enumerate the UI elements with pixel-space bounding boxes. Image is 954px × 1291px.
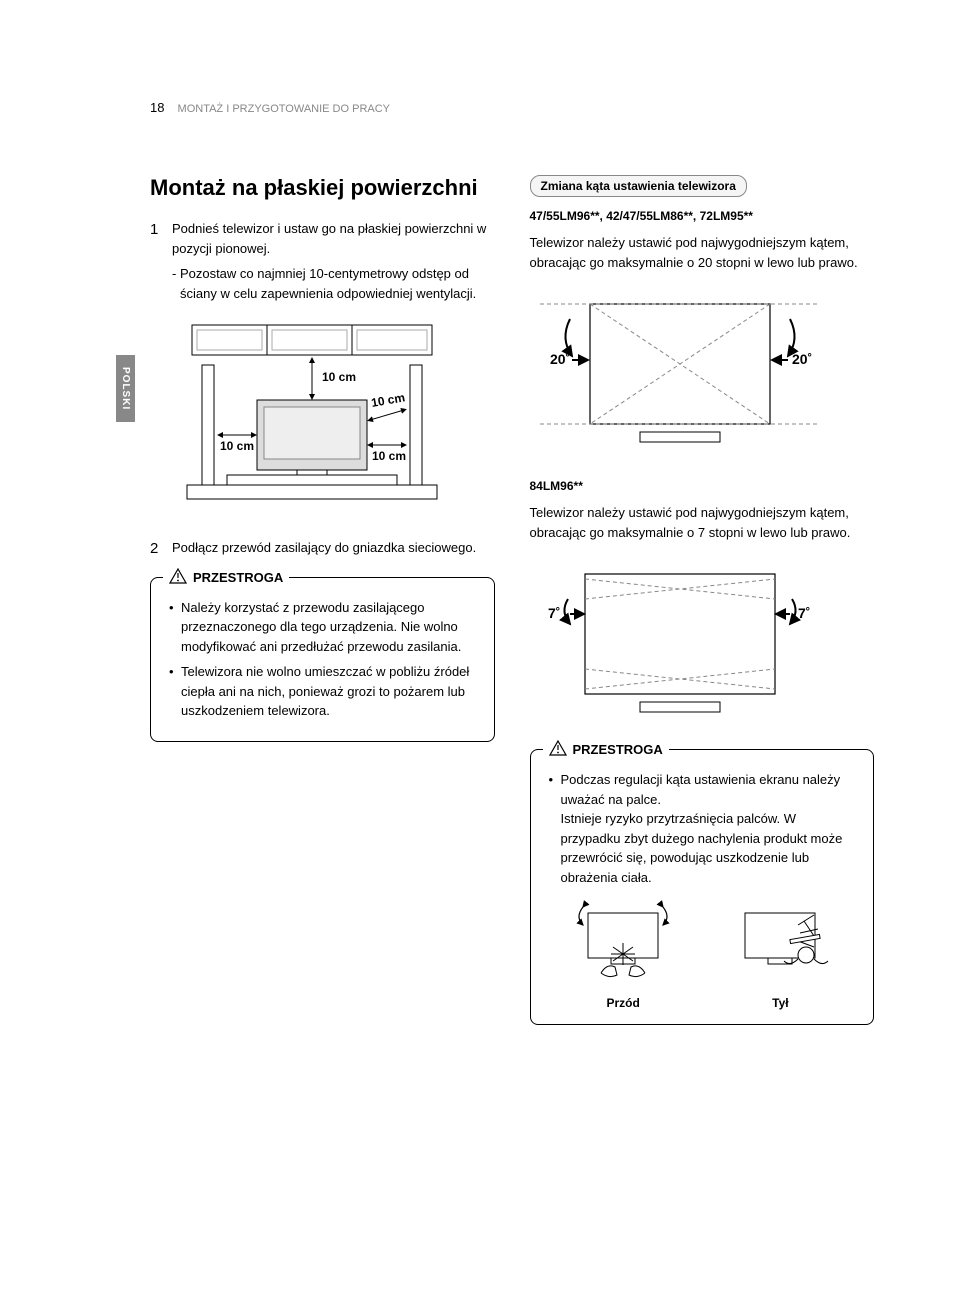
caution-title: PRZESTROGA (163, 568, 289, 587)
swivel-svg-7: 7˚ 7˚ (530, 554, 830, 724)
manual-page: 18 MONTAŻ I PRZYGOTOWANIE DO PRACY POLSK… (0, 0, 954, 1085)
back-svg (720, 895, 840, 985)
label-right1: 10 cm (370, 391, 406, 411)
angle-right: 20˚ (792, 351, 812, 367)
pinch-figures: Przód (545, 895, 860, 1010)
caution-item: Telewizora nie wolno umieszczać w pobliż… (169, 662, 480, 721)
caution-item: Podczas regulacji kąta ustawienia ekranu… (549, 770, 860, 887)
page-header: 18 MONTAŻ I PRZYGOTOWANIE DO PRACY (150, 100, 874, 115)
page-number: 18 (150, 100, 164, 115)
subsection-pill: Zmiana kąta ustawienia telewizora (530, 175, 747, 197)
back-figure: Tył (720, 895, 840, 1010)
step-2: 2 Podłącz przewód zasilający do gniazdka… (150, 538, 495, 561)
warning-icon (169, 568, 187, 587)
caution-title: PRZESTROGA (543, 740, 669, 759)
angle-left: 7˚ (548, 605, 560, 621)
section-title: MONTAŻ I PRZYGOTOWANIE DO PRACY (178, 103, 390, 115)
swivel-figure-7: 7˚ 7˚ (530, 554, 875, 729)
model-list-1: 47/55LM96**, 42/47/55LM86**, 72LM95** (530, 209, 875, 223)
content-columns: Montaż na płaskiej powierzchni 1 Podnieś… (150, 175, 874, 1025)
swivel-svg-20: 20˚ 20˚ (530, 284, 830, 454)
caution-box-right: PRZESTROGA Podczas regulacji kąta ustawi… (530, 749, 875, 1025)
front-figure: Przód (563, 895, 683, 1010)
angle-text-1: Telewizor należy ustawić pod najwygodnie… (530, 233, 875, 272)
angle-left: 20˚ (550, 351, 570, 367)
step-1: 1 Podnieś telewizor i ustaw go na płaski… (150, 219, 495, 258)
caution-label: PRZESTROGA (573, 742, 663, 757)
right-column: Zmiana kąta ustawienia telewizora 47/55L… (530, 175, 875, 1025)
clearance-svg: 10 cm 10 cm 10 cm 10 cm (172, 315, 452, 515)
step-1-sub: - Pozostaw co najmniej 10-centymetrowy o… (172, 264, 495, 303)
warning-icon (549, 740, 567, 759)
caution-box-left: PRZESTROGA Należy korzystać z przewodu z… (150, 577, 495, 742)
label-right2: 10 cm (372, 449, 406, 463)
main-heading: Montaż na płaskiej powierzchni (150, 175, 495, 201)
label-left: 10 cm (220, 439, 254, 453)
clearance-figure: 10 cm 10 cm 10 cm 10 cm (172, 315, 495, 520)
swivel-figure-20: 20˚ 20˚ (530, 284, 875, 459)
step-text: Podłącz przewód zasilający do gniazdka s… (172, 538, 476, 561)
step-number: 1 (150, 219, 164, 258)
language-tab: POLSKI (116, 355, 135, 422)
front-label: Przód (563, 996, 683, 1010)
label-top: 10 cm (322, 370, 356, 384)
step-number: 2 (150, 538, 164, 561)
caution-label: PRZESTROGA (193, 570, 283, 585)
caution-list: Podczas regulacji kąta ustawienia ekranu… (545, 770, 860, 887)
step-text: Podnieś telewizor i ustaw go na płaskiej… (172, 219, 495, 258)
caution-item: Należy korzystać z przewodu zasilającego… (169, 598, 480, 657)
model-list-2: 84LM96** (530, 479, 875, 493)
caution-list: Należy korzystać z przewodu zasilającego… (165, 598, 480, 721)
front-svg (563, 895, 683, 985)
back-label: Tył (720, 996, 840, 1010)
left-column: Montaż na płaskiej powierzchni 1 Podnieś… (150, 175, 495, 1025)
angle-right: 7˚ (798, 605, 810, 621)
angle-text-2: Telewizor należy ustawić pod najwygodnie… (530, 503, 875, 542)
